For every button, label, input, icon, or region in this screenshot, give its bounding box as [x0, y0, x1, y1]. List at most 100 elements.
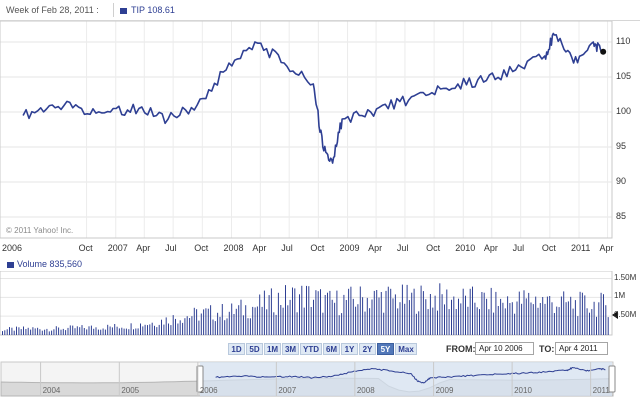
volume-bar: [408, 300, 410, 335]
volume-chart: [0, 271, 618, 336]
volume-bar: [584, 295, 586, 335]
volume-bar: [196, 309, 198, 335]
volume-bar: [125, 328, 127, 335]
price-chart[interactable]: [0, 21, 640, 257]
volume-bar: [289, 299, 291, 335]
volume-bar: [324, 295, 326, 335]
volume-bar: [380, 292, 382, 335]
last-price-marker: [600, 48, 607, 55]
range-button-ytd[interactable]: YTD: [300, 343, 322, 355]
volume-bar: [123, 328, 125, 335]
volume-bar: [107, 324, 109, 335]
timeline-navigator[interactable]: [0, 360, 640, 400]
volume-bar: [51, 330, 53, 335]
range-button-max[interactable]: Max: [395, 343, 417, 355]
volume-bar: [551, 302, 553, 335]
volume-bar: [165, 317, 167, 335]
navigator-line: [215, 366, 606, 384]
volume-bar: [100, 329, 102, 335]
volume-bar: [560, 296, 562, 335]
range-button-6m[interactable]: 6M: [323, 343, 340, 355]
volume-bar: [359, 286, 361, 335]
volume-bar: [13, 330, 15, 335]
volume-bar: [90, 325, 92, 335]
volume-bar: [596, 316, 597, 335]
volume-bar: [259, 294, 261, 335]
volume-bar: [514, 313, 516, 335]
volume-bar: [86, 329, 88, 335]
volume-bar: [273, 312, 275, 335]
from-date-field[interactable]: Apr 10 2006: [475, 342, 534, 355]
volume-bar: [397, 308, 399, 335]
range-button-5y[interactable]: 5Y: [377, 343, 394, 355]
volume-bar: [317, 291, 319, 335]
volume-bar: [462, 288, 464, 335]
range-button-1m[interactable]: 1M: [264, 343, 281, 355]
volume-bar: [376, 290, 378, 335]
volume-bar: [247, 318, 249, 335]
volume-bar: [518, 291, 520, 335]
volume-bar: [200, 313, 202, 335]
volume-bar: [296, 312, 298, 335]
volume-bar: [535, 296, 537, 335]
volume-bar: [593, 301, 595, 335]
price-y-tick-label: 85: [616, 211, 627, 221]
volume-bar: [451, 299, 452, 335]
volume-bar: [179, 320, 181, 335]
volume-bar: [114, 324, 116, 335]
volume-bar: [121, 327, 123, 335]
volume-bar: [74, 328, 76, 335]
volume-bar: [460, 303, 462, 335]
volume-bar: [383, 312, 385, 335]
volume-bar: [62, 328, 64, 335]
volume-bar: [151, 322, 153, 335]
volume-bar: [607, 317, 609, 335]
volume-bar: [76, 326, 78, 335]
volume-bar: [301, 285, 303, 335]
range-button-1y[interactable]: 1Y: [341, 343, 358, 355]
volume-bar: [144, 324, 146, 335]
price-x-tick-label: Apr: [599, 243, 614, 253]
price-y-tick-label: 100: [616, 106, 632, 116]
volume-bar: [530, 302, 532, 335]
price-x-tick-label: 2009: [339, 243, 360, 253]
volume-bar: [350, 286, 352, 335]
volume-bar: [168, 323, 169, 335]
volume-bar: [266, 309, 268, 335]
volume-bar: [429, 294, 431, 335]
range-button-5d[interactable]: 5D: [246, 343, 263, 355]
volume-bar: [589, 312, 590, 335]
volume-bar: [46, 328, 48, 335]
volume-bar: [352, 298, 354, 335]
volume-bar: [509, 303, 511, 335]
navigator-right-handle[interactable]: [608, 365, 616, 393]
volume-header: Volume 835,560: [0, 258, 300, 272]
volume-bar: [161, 319, 162, 335]
price-grid: [0, 21, 612, 238]
volume-bar: [210, 305, 212, 335]
volume-y-tick-label: 1M: [614, 291, 626, 301]
navigator-left-handle[interactable]: [196, 365, 204, 393]
volume-bar: [238, 305, 240, 335]
volume-bar: [128, 329, 130, 335]
volume-bar: [303, 307, 305, 335]
to-date-field[interactable]: Apr 4 2011: [555, 342, 608, 355]
volume-bar: [364, 311, 366, 335]
range-button-2y[interactable]: 2Y: [359, 343, 376, 355]
volume-bar: [186, 316, 188, 335]
volume-bar: [65, 330, 67, 335]
volume-bar: [172, 315, 174, 335]
ticker-swatch: [120, 8, 127, 14]
volume-bar: [58, 327, 60, 335]
volume-bar: [72, 325, 74, 335]
range-button-3m[interactable]: 3M: [282, 343, 299, 355]
price-series-line: [22, 32, 603, 164]
volume-bar: [493, 312, 495, 335]
volume-bar: [322, 312, 324, 335]
volume-bar: [261, 306, 263, 335]
navigator-year-label: 2005: [121, 386, 140, 395]
range-button-1d[interactable]: 1D: [228, 343, 245, 355]
volume-bar: [549, 296, 551, 335]
navigator-selection[interactable]: [200, 362, 612, 396]
volume-bar: [111, 327, 113, 335]
